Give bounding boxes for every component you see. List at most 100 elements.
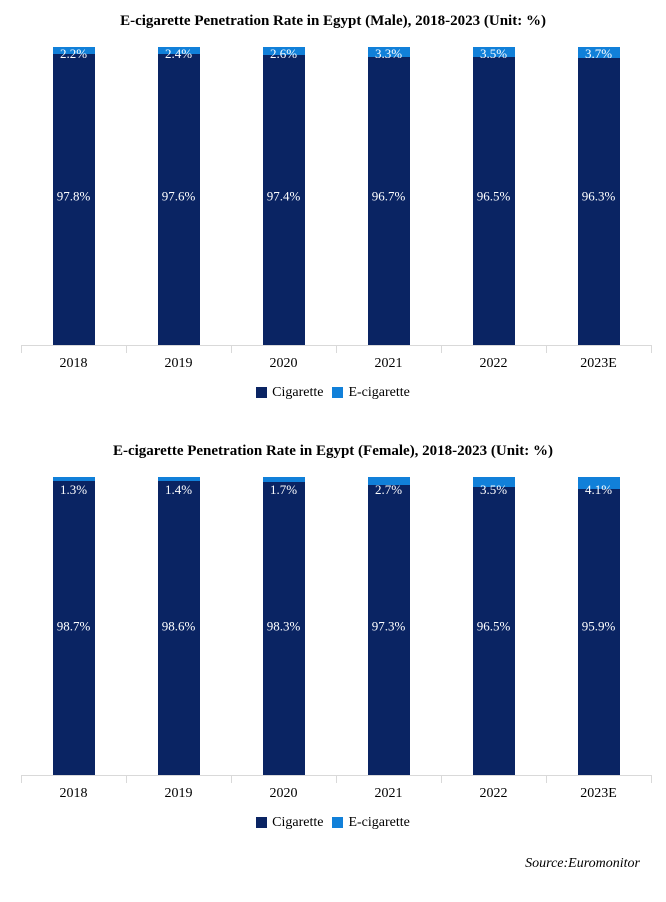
ecigarette-value-label: 1.3%	[59, 482, 88, 497]
axis-tick	[230, 775, 232, 783]
stacked-bar-2023E: 3.7% 96.3%	[577, 47, 620, 345]
x-axis-label-2022: 2022	[479, 786, 508, 801]
axis-tick	[545, 775, 547, 783]
cigarette-value-label: 96.5%	[476, 188, 511, 204]
chart-title-female: E-cigarette Penetration Rate in Egypt (F…	[112, 443, 554, 459]
ecigarette-value-label: 2.7%	[374, 482, 403, 497]
x-axis-label-2021: 2021	[374, 786, 403, 801]
cigarette-segment	[52, 481, 95, 775]
bar-cell-2019: 2.4% 97.6%	[126, 47, 231, 345]
stacked-bar-2022: 3.5% 96.5%	[472, 477, 515, 775]
bar-cell-2023E: 3.7% 96.3%	[546, 47, 651, 345]
cigarette-segment	[52, 53, 95, 345]
source-note: Source:Euromonitor	[525, 856, 640, 871]
cigarette-segment	[472, 57, 515, 345]
legend-item-cigarette: Cigarette	[256, 385, 323, 400]
axis-tick	[545, 345, 547, 353]
axis-tick	[125, 775, 127, 783]
x-axis-female: 2018 2019 2020 2021 2022 2023E	[21, 786, 651, 802]
cigarette-value-label: 97.4%	[266, 188, 301, 204]
chart-male: E-cigarette Penetration Rate in Egypt (M…	[0, 10, 666, 400]
report-page: E-cigarette Penetration Rate in Egypt (M…	[0, 10, 666, 902]
x-axis-label-2018: 2018	[59, 786, 88, 801]
stacked-bar-2019: 2.4% 97.6%	[157, 47, 200, 345]
x-axis-label-2019: 2019	[164, 786, 193, 801]
bar-cell-2018: 1.3% 98.7%	[21, 477, 126, 775]
legend-swatch-e-cigarette	[332, 817, 344, 828]
stacked-bar-2019: 1.4% 98.6%	[157, 477, 200, 775]
cigarette-segment	[262, 54, 305, 345]
legend-item-e-cigarette: E-cigarette	[332, 385, 410, 400]
x-axis-male: 2018 2019 2020 2021 2022 2023E	[21, 356, 651, 372]
cigarette-segment	[157, 481, 200, 775]
ecigarette-value-label: 2.6%	[269, 46, 298, 61]
x-axis-label-2022: 2022	[479, 356, 508, 371]
cigarette-segment	[262, 482, 305, 775]
stacked-bar-2020: 1.7% 98.3%	[262, 477, 305, 775]
axis-tick	[230, 345, 232, 353]
stacked-bar-2021: 3.3% 96.7%	[367, 47, 410, 345]
x-axis-label-2021: 2021	[374, 356, 403, 371]
ecigarette-segment	[577, 47, 620, 59]
legend-label-e-cigarette: E-cigarette	[348, 385, 410, 400]
legend-item-cigarette: Cigarette	[256, 815, 323, 830]
stacked-bar-2022: 3.5% 96.5%	[472, 47, 515, 345]
cigarette-value-label: 98.7%	[56, 618, 91, 634]
axis-tick	[125, 345, 127, 353]
bar-cell-2021: 2.7% 97.3%	[336, 477, 441, 775]
cigarette-value-label: 96.5%	[476, 618, 511, 634]
legend-label-cigarette: Cigarette	[272, 385, 324, 400]
bar-cell-2020: 1.7% 98.3%	[231, 477, 336, 775]
ecigarette-segment	[472, 477, 515, 488]
cigarette-segment	[157, 54, 200, 345]
cigarette-value-label: 96.7%	[371, 188, 406, 204]
legend-label-cigarette: Cigarette	[272, 815, 324, 830]
ecigarette-segment	[157, 47, 200, 55]
axis-tick	[20, 345, 22, 353]
ecigarette-value-label: 3.3%	[374, 46, 403, 61]
ecigarette-value-label: 2.4%	[164, 46, 193, 61]
bar-cell-2023E: 4.1% 95.9%	[546, 477, 651, 775]
ecigarette-value-label: 1.7%	[269, 482, 298, 497]
legend-swatch-e-cigarette	[332, 387, 344, 398]
legend-female: Cigarette E-cigarette	[0, 815, 666, 830]
bar-cell-2021: 3.3% 96.7%	[336, 47, 441, 345]
ecigarette-value-label: 3.5%	[479, 46, 508, 61]
x-axis-label-2020: 2020	[269, 786, 298, 801]
ecigarette-value-label: 3.7%	[584, 46, 613, 61]
x-axis-label-2018: 2018	[59, 356, 88, 371]
axis-tick	[20, 775, 22, 783]
chart-title-male: E-cigarette Penetration Rate in Egypt (M…	[120, 13, 546, 29]
legend-swatch-cigarette	[256, 817, 268, 828]
ecigarette-value-label: 1.4%	[164, 482, 193, 497]
stacked-bar-2020: 2.6% 97.4%	[262, 47, 305, 345]
ecigarette-value-label: 4.1%	[584, 482, 613, 497]
ecigarette-value-label: 2.2%	[59, 46, 88, 61]
axis-tick	[335, 345, 337, 353]
cigarette-value-label: 97.8%	[56, 188, 91, 204]
ecigarette-segment	[262, 477, 305, 483]
cigarette-value-label: 97.6%	[161, 188, 196, 204]
bar-cell-2020: 2.6% 97.4%	[231, 47, 336, 345]
stacked-bar-2018: 1.3% 98.7%	[52, 477, 95, 775]
plot-area-female: 1.3% 98.7% 1.4% 98.6% 1.7% 98.3% 2.7% 97.3% 3.5%…	[20, 477, 652, 783]
cigarette-value-label: 98.3%	[266, 618, 301, 634]
bar-cell-2018: 2.2% 97.8%	[21, 47, 126, 345]
x-axis-label-2020: 2020	[269, 356, 298, 371]
ecigarette-segment	[157, 477, 200, 482]
legend-swatch-cigarette	[256, 387, 268, 398]
cigarette-segment	[577, 489, 620, 775]
cigarette-segment	[367, 56, 410, 345]
x-axis-label-2023E: 2023E	[580, 786, 617, 801]
ecigarette-segment	[367, 477, 410, 486]
legend-male: Cigarette E-cigarette	[0, 385, 666, 400]
ecigarette-segment	[367, 47, 410, 57]
cigarette-segment	[577, 58, 620, 345]
axis-tick	[440, 345, 442, 353]
axis-tick	[650, 345, 652, 353]
cigarette-value-label: 97.3%	[371, 618, 406, 634]
cigarette-value-label: 96.3%	[581, 188, 616, 204]
cigarette-value-label: 95.9%	[581, 618, 616, 634]
ecigarette-segment	[52, 47, 95, 54]
ecigarette-segment	[472, 47, 515, 58]
